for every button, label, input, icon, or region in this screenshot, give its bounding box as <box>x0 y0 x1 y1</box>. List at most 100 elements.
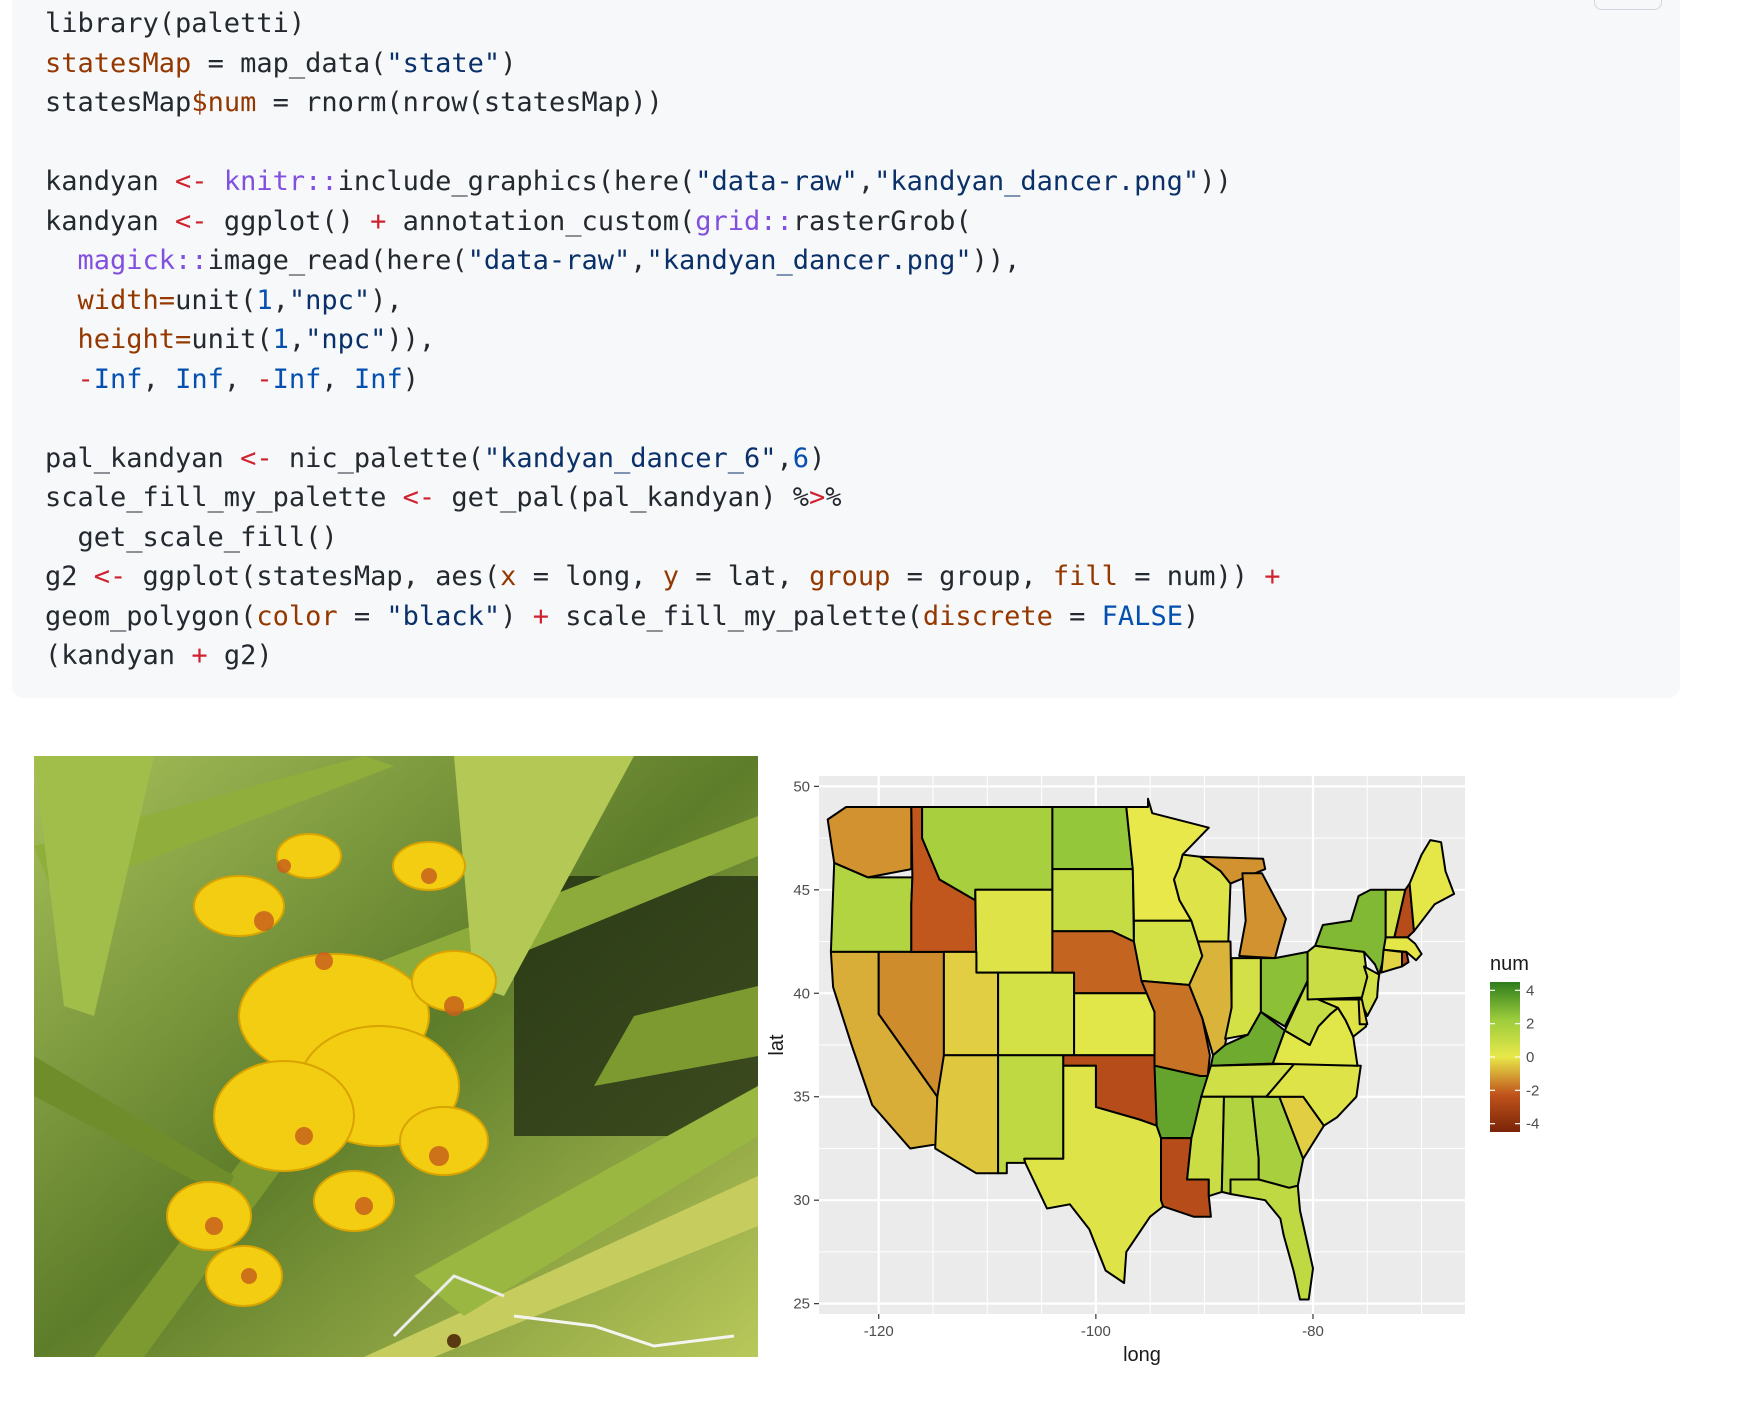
code-token: FALSE <box>1101 600 1183 632</box>
code-token: = <box>1052 600 1102 632</box>
code-token: , <box>776 442 793 474</box>
code-line: pal_kandyan <- nic_palette("kandyan_danc… <box>45 439 1281 479</box>
state-de <box>1357 998 1369 1026</box>
code-token: "kandyan_dancer.png" <box>646 245 972 276</box>
code-token: scale_fill_my_palette( <box>548 600 923 632</box>
code-token: height= <box>77 324 192 355</box>
code-token: Inf <box>353 363 403 395</box>
code-token: , <box>272 284 289 316</box>
code-token: x <box>500 561 517 592</box>
state-tx <box>1023 1064 1165 1284</box>
state-wy <box>974 888 1054 974</box>
code-line: scale_fill_my_palette <- get_pal(pal_kan… <box>45 478 1281 518</box>
code-token <box>208 166 224 197</box>
code-token: > <box>809 482 826 513</box>
code-line <box>45 123 1281 163</box>
copy-button[interactable] <box>1594 0 1662 10</box>
code-token: "data-raw" <box>467 245 631 276</box>
code-line: -Inf, Inf, -Inf, Inf) <box>45 360 1281 400</box>
code-token: include_graphics(here( <box>337 166 696 197</box>
code-token: )), <box>386 324 436 355</box>
code-line: magick::image_read(here("data-raw","kand… <box>45 241 1281 281</box>
code-text: library(paletti) statesMap = map_data("st… <box>45 4 1281 676</box>
code-token: = long, <box>516 561 663 592</box>
state-fl <box>1229 1178 1314 1301</box>
y-tick-label: 40 <box>793 985 810 1002</box>
code-token <box>45 285 78 316</box>
code-token: Inf <box>272 363 322 395</box>
code-token: , <box>288 324 306 355</box>
code-token: knitr:: <box>223 166 338 197</box>
code-token: ) <box>500 47 517 79</box>
code-token: g2) <box>207 640 273 671</box>
code-token: , <box>630 245 647 276</box>
code-token: <- <box>93 561 127 592</box>
map-chart: -120 -100 -80 25 30 35 40 45 50 long lat num 4 2 0… <box>766 776 1539 1366</box>
code-token: + <box>191 640 208 671</box>
code-token: + <box>1264 561 1281 592</box>
x-tick-label: -120 <box>864 1323 894 1340</box>
y-tick-label: 25 <box>793 1296 810 1313</box>
code-token: <- <box>240 442 273 474</box>
code-token: ggplot() <box>207 205 371 237</box>
code-token: "black" <box>386 600 501 632</box>
code-line: height=unit(1,"npc")), <box>45 320 1281 360</box>
orchid-photo <box>34 756 758 1357</box>
code-token: Inf <box>175 363 224 395</box>
code-token: rasterGrob( <box>792 205 972 237</box>
legend-tick-label: 0 <box>1526 1049 1534 1066</box>
code-token: $num <box>191 87 257 118</box>
code-token: grid:: <box>695 205 793 237</box>
code-token: , <box>321 363 354 395</box>
code-line: statesMap = map_data("state") <box>45 44 1281 84</box>
legend-tick-label: 2 <box>1526 1016 1534 1033</box>
code-token: kandyan <box>45 166 176 197</box>
state-ia <box>1132 919 1204 986</box>
x-tick-label: -80 <box>1302 1323 1324 1340</box>
code-token: )), <box>971 245 1021 276</box>
code-token: nic_palette( <box>272 442 484 474</box>
state-ks <box>1073 992 1156 1057</box>
code-token: = <box>337 600 387 632</box>
code-block: library(paletti) statesMap = map_data("st… <box>12 0 1680 698</box>
code-token: Inf <box>93 363 143 395</box>
code-token: statesMap <box>45 47 192 79</box>
code-token: <- <box>402 482 436 513</box>
y-tick-label: 50 <box>793 778 810 795</box>
code-token: 6 <box>792 442 810 474</box>
code-token: + <box>532 600 549 632</box>
code-token: y <box>662 561 680 592</box>
code-token: width= <box>77 284 176 316</box>
legend-tick-label: -4 <box>1526 1116 1539 1133</box>
state-pa <box>1306 944 1369 1001</box>
code-token: = lat, <box>679 561 810 592</box>
code-token <box>45 245 78 276</box>
code-line: (kandyan + g2) <box>45 636 1281 676</box>
code-line <box>45 399 1281 439</box>
code-token: statesMap <box>45 87 192 118</box>
state-ri <box>1401 950 1410 968</box>
state-ms <box>1186 1095 1225 1198</box>
legend-tick-label: 4 <box>1526 982 1534 999</box>
code-line: kandyan <- ggplot() + annotation_custom(… <box>45 202 1281 242</box>
y-axis-title: lat <box>766 1034 788 1056</box>
code-token: ) <box>500 600 533 632</box>
y-tick-label: 30 <box>793 1192 810 1209</box>
code-token: "kandyan_dancer.png" <box>874 166 1200 197</box>
state-mi <box>1238 872 1287 960</box>
code-token: % <box>825 482 842 513</box>
state-nd <box>1051 806 1134 871</box>
code-token: image_read(here( <box>207 245 468 276</box>
orchid-photo-image <box>34 756 758 1357</box>
y-tick-label: 45 <box>793 882 810 899</box>
y-tick-label: 35 <box>793 1089 810 1106</box>
code-token: <- <box>175 205 208 237</box>
x-tick-label: -100 <box>1081 1323 1111 1340</box>
code-token: , <box>857 166 875 197</box>
code-token: "data-raw" <box>695 166 858 197</box>
code-token: "kandyan_dancer_6" <box>483 442 777 474</box>
code-token: 1 <box>256 284 273 316</box>
code-token: g2 <box>45 561 94 592</box>
code-token: , <box>223 363 257 395</box>
code-token <box>45 364 78 395</box>
